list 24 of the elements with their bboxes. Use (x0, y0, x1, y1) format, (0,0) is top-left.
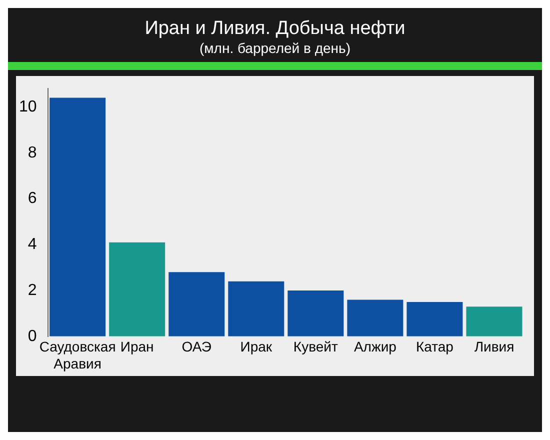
bar (50, 98, 106, 336)
bar (347, 300, 404, 336)
y-tick-label: 6 (28, 190, 37, 208)
x-tick-label: Алжир (354, 338, 397, 355)
bar (109, 242, 166, 336)
x-tick-label: Ирак (240, 338, 273, 355)
bar (228, 281, 284, 336)
chart-title: Иран и Ливия. Добыча нефти (144, 18, 406, 40)
x-tick-label: Саудовская Аравия (39, 338, 116, 372)
x-tick-label: Иран (120, 338, 154, 355)
bar (406, 302, 463, 336)
y-tick-label: 10 (19, 98, 37, 116)
x-tick-label: ОАЭ (182, 338, 212, 355)
chart-subtitle: (млн. баррелей в день) (198, 40, 352, 56)
y-tick-label: 4 (28, 236, 37, 254)
y-tick-label: 2 (28, 282, 37, 299)
y-tick-label: 0 (28, 328, 37, 345)
bar (466, 306, 522, 336)
x-tick-label: Ливия (474, 338, 514, 355)
x-tick-label: Катар (416, 338, 454, 355)
bar (168, 272, 225, 336)
x-tick-label: Кувейт (293, 338, 338, 355)
bar (288, 290, 344, 336)
y-tick-label: 8 (28, 144, 37, 162)
